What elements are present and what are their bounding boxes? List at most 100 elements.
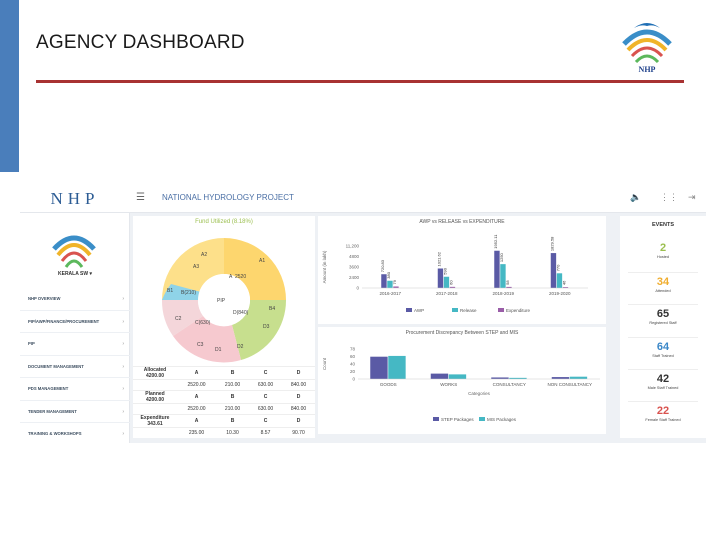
sidebar-item-pds-management[interactable]: PDS MANAGEMENT ›	[20, 378, 130, 401]
event-hosted[interactable]: 2 Hosted	[620, 242, 706, 260]
event-value: 42	[656, 373, 670, 385]
bar-step-packages	[551, 377, 570, 379]
table-row: Expenditure 343.61 A B C D	[133, 414, 315, 428]
logout-icon[interactable]: ⇥	[688, 192, 696, 202]
brand-logo[interactable]: NHP	[50, 189, 100, 208]
chevron-right-icon: ›	[122, 431, 124, 437]
divider	[628, 369, 698, 370]
cell: 210.00	[216, 379, 249, 391]
col-header: C	[249, 366, 282, 380]
chart-title: AWP vs RELEASE vs EXPENDITURE	[419, 219, 505, 225]
sidebar-item-pip[interactable]: PIP ›	[20, 333, 130, 356]
y-tick-label: 40	[350, 362, 356, 367]
app-topbar: NHP ☰ NATIONAL HYDROLOGY PROJECT 🔈 ⋮⋮ ⇥	[20, 185, 706, 213]
nhp-logo-small	[52, 235, 96, 268]
y-axis-label: Amount (in lakh)	[322, 250, 327, 283]
legend-entry: Expenditure	[506, 308, 531, 313]
bar-step-packages	[491, 377, 509, 379]
fund-sunburst-chart: A1 A2 A3 A 2520 B1 B(210) PIP B4 C(630) …	[161, 238, 287, 363]
legend-swatch	[433, 417, 439, 421]
event-attended[interactable]: 34 Attended	[620, 276, 706, 294]
fund-table: Allocated 4200.00 A B C D 2520.00 210.00 …	[133, 366, 315, 439]
bar-step-packages	[430, 373, 449, 379]
legend-entry: STEP Packages	[441, 417, 474, 422]
divider	[628, 401, 698, 402]
dashboard-screenshot: NHP ☰ NATIONAL HYDROLOGY PROJECT 🔈 ⋮⋮ ⇥ …	[20, 185, 706, 443]
data-label: 1021.62	[437, 251, 442, 266]
event-staff-trained[interactable]: 64 Staff Trained	[620, 341, 706, 359]
col-header: A	[177, 390, 216, 404]
y-tick-label: 60	[350, 354, 356, 359]
sidebar: KERALA SW ▾ NHP OVERVIEW › PIP/AWP/FINANC…	[20, 213, 130, 443]
sidebar-item-nhp-overview[interactable]: NHP OVERVIEW ›	[20, 288, 130, 311]
table-row: Planned 4200.00 A B C D	[133, 390, 315, 404]
chevron-right-icon: ›	[122, 408, 124, 415]
legend-swatch	[479, 417, 485, 421]
cell: 235.00	[177, 427, 216, 439]
events-panel: EVENTS 2 Hosted 34 Attended 65 Registered S…	[620, 216, 706, 438]
bar-release	[443, 276, 450, 288]
event-label: Hosted	[656, 255, 670, 259]
bar-release	[500, 264, 506, 288]
logo-text: NHP	[638, 65, 656, 74]
sidebar-item-label: PIP/AWP/FINANCE/PROCUREMENT	[28, 318, 100, 324]
accent-bar	[0, 0, 19, 172]
bar-step-packages	[370, 356, 388, 379]
y-tick-label: 20	[350, 369, 356, 374]
col-header: A	[177, 366, 216, 380]
bar-expenditure	[562, 287, 569, 288]
sunburst-center	[198, 274, 250, 326]
event-value: 22	[656, 405, 670, 417]
hamburger-menu-icon[interactable]: ☰	[136, 192, 145, 203]
seg-label: D3	[263, 324, 270, 330]
event-value: 2	[659, 242, 667, 254]
cell: 630.00	[249, 403, 282, 415]
event-registered-staff[interactable]: 65 Registered Staff	[620, 308, 706, 326]
y-tick-label: 0	[356, 286, 359, 291]
state-selector[interactable]: KERALA SW ▾	[58, 271, 92, 277]
sidebar-item-training-workshops[interactable]: TRAINING & WORKSHOPS ›	[20, 423, 130, 443]
grid-icon[interactable]: ⋮⋮	[660, 192, 678, 202]
col-header: B	[216, 366, 249, 380]
data-label: 46	[562, 280, 567, 285]
data-label: 60	[449, 280, 454, 285]
seg-label: A	[229, 274, 233, 280]
event-female-staff-trained[interactable]: 22 Female Staff Trained	[620, 405, 706, 423]
segment-a-outer-left[interactable]	[162, 238, 224, 300]
seg-label: C2	[175, 316, 182, 322]
chart-title: Procurement Discrepancy Between STEP and…	[405, 330, 519, 336]
seg-label: 2520	[235, 274, 246, 280]
procurement-bar-chart: Count 78 60 40 20 0 GOODS WORKS CONSULTANCY NON C…	[322, 347, 600, 422]
table-row: 2520.00 210.00 630.00 840.00	[133, 379, 315, 391]
legend-entry: MIS Packages	[487, 417, 517, 422]
y-tick-label: 4800	[349, 254, 360, 259]
divider	[628, 304, 698, 305]
x-tick-label: 2018-2019	[492, 291, 514, 296]
awp-bar-chart: Amount (in lakh) 11,200 4800 3600 2400 0 2016-…	[322, 234, 588, 313]
segment-a-outer-right[interactable]	[224, 238, 286, 300]
event-male-staff-trained[interactable]: 42 Male Staff Trained	[620, 373, 706, 391]
bar-expenditure	[393, 286, 399, 288]
seg-label: A3	[193, 264, 199, 270]
col-header: C	[249, 390, 282, 404]
bar-mis-packages	[448, 374, 467, 379]
bar-release	[556, 273, 563, 288]
segment-d[interactable]	[232, 300, 287, 360]
sidebar-item-tender-management[interactable]: TENDER MANAGEMENT ›	[20, 401, 130, 423]
sidebar-item-label: TENDER MANAGEMENT	[28, 408, 77, 414]
x-tick-label: CONSULTANCY	[493, 382, 526, 387]
sidebar-item-label: PIP	[28, 341, 35, 346]
sidebar-item-label: DOCUMENT MANAGEMENT	[28, 363, 84, 369]
segment-c1[interactable]	[161, 300, 203, 336]
event-value: 65	[656, 308, 670, 320]
segment-c[interactable]	[173, 316, 241, 363]
bar-release	[387, 280, 393, 288]
segment-b[interactable]	[162, 284, 201, 300]
speaker-icon[interactable]: 🔈	[630, 192, 642, 202]
sidebar-item-pip-awp[interactable]: PIP/AWP/FINANCE/PROCUREMENT ›	[20, 311, 130, 333]
title-divider	[36, 80, 684, 83]
sidebar-item-document-management[interactable]: DOCUMENT MANAGEMENT ›	[20, 356, 130, 378]
sidebar-nav: NHP OVERVIEW › PIP/AWP/FINANCE/PROCUREMEN…	[20, 288, 130, 443]
event-label: Attended	[655, 289, 671, 293]
